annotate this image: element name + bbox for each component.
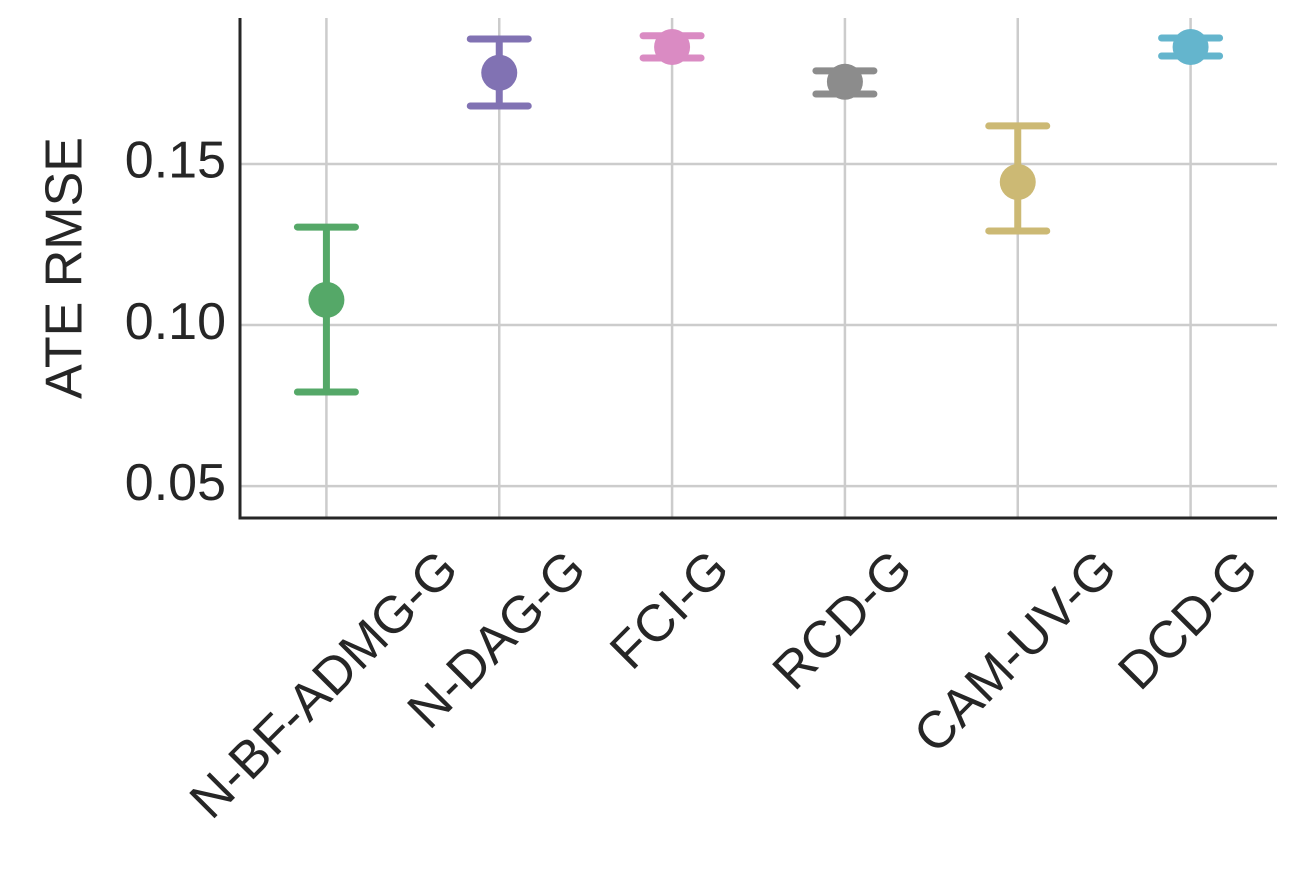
y-tick-label: 0.10	[125, 293, 226, 351]
y-tick-label: 0.15	[125, 132, 226, 190]
point	[308, 281, 345, 318]
y-axis-label: ATE RMSE	[36, 137, 94, 399]
point	[481, 54, 518, 91]
point	[826, 63, 863, 100]
point	[999, 163, 1036, 200]
y-tick-label: 0.05	[125, 454, 226, 512]
point	[1172, 28, 1209, 65]
point	[654, 28, 691, 65]
